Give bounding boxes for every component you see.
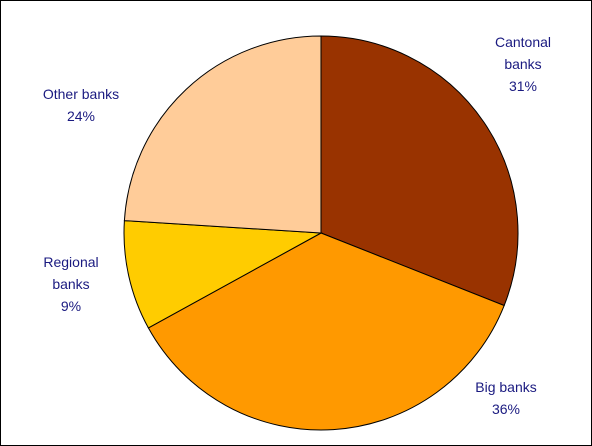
value-label: 36% [491, 401, 521, 417]
pie-slice [147, 232, 505, 431]
value-label: 31% [508, 78, 538, 94]
pie-slice [123, 35, 322, 234]
category-label: Regional banks [43, 254, 99, 292]
pie-slice [123, 220, 323, 329]
slice-label: Big banks 36% [461, 376, 551, 420]
value-label: 24% [66, 108, 96, 124]
slice-label: Other banks 24% [11, 83, 151, 127]
value-label: 9% [60, 298, 82, 314]
category-label: Big banks [475, 379, 537, 395]
slice-label: Regional banks 9% [26, 251, 116, 317]
slice-label: Cantonal banks 31% [478, 31, 568, 97]
category-label: Cantonal banks [494, 34, 552, 72]
pie-slice [320, 35, 519, 307]
category-label: Other banks [42, 86, 120, 102]
